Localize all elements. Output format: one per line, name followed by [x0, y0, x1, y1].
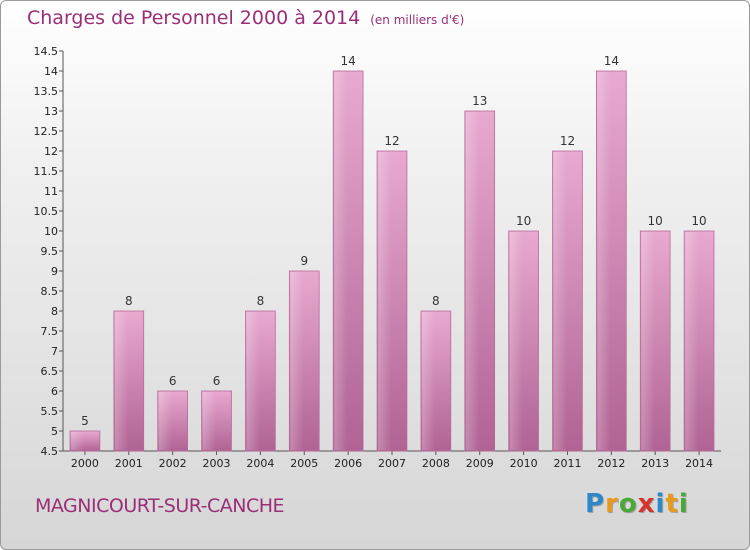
value-label-2012: 14 [604, 54, 619, 68]
y-tick-label: 4.5 [41, 445, 59, 458]
chart-title-text: Charges de Personnel 2000 à 2014 [27, 7, 361, 29]
value-label-2013: 10 [648, 214, 663, 228]
bar-highlight-2007 [378, 152, 392, 450]
chart-bars [69, 70, 715, 452]
y-tick-label: 12.5 [34, 125, 59, 138]
y-tick-label: 5.5 [41, 405, 59, 418]
x-tick-label-2008: 2008 [422, 457, 450, 470]
x-tick-label-2013: 2013 [641, 457, 669, 470]
x-tick-label-2002: 2002 [159, 457, 187, 470]
x-tick-label-2007: 2007 [378, 457, 406, 470]
x-tick-label-2010: 2010 [510, 457, 538, 470]
bar-highlight-2012 [597, 72, 611, 450]
bar-highlight-2002 [158, 392, 173, 450]
y-tick-label: 13 [44, 105, 58, 118]
bar-highlight-2000 [71, 432, 85, 450]
x-tick-label-2012: 2012 [597, 457, 625, 470]
bar-highlight-2010 [509, 232, 524, 450]
proxiti-logo: Proxiti [585, 489, 689, 519]
y-tick-label: 11.5 [34, 165, 59, 178]
y-tick-label: 5 [51, 425, 58, 438]
value-label-2006: 14 [340, 54, 355, 68]
y-tick-label: 8 [51, 305, 58, 318]
x-tick-label-2011: 2011 [553, 457, 581, 470]
y-tick-label: 7.5 [41, 325, 59, 338]
y-tick-label: 14 [44, 65, 58, 78]
bar-highlight-2004 [246, 312, 260, 450]
value-label-2001: 8 [125, 294, 133, 308]
x-tick-label-2006: 2006 [334, 457, 362, 470]
y-tick-label: 9 [51, 265, 58, 278]
value-label-2014: 10 [691, 214, 706, 228]
bar-highlight-2001 [114, 312, 129, 450]
bar-highlight-2003 [202, 392, 217, 450]
x-tick-label-2014: 2014 [685, 457, 713, 470]
chart-title: Charges de Personnel 2000 à 2014 (en mill… [27, 7, 464, 29]
value-label-2004: 8 [257, 294, 265, 308]
value-label-2011: 12 [560, 134, 575, 148]
x-tick-label-2003: 2003 [203, 457, 231, 470]
value-label-2007: 12 [384, 134, 399, 148]
logo-letter: P [585, 489, 606, 519]
y-tick-label: 9.5 [41, 245, 59, 258]
bar-highlight-2008 [421, 312, 436, 450]
y-tick-label: 8.5 [41, 285, 59, 298]
logo-letter: i [678, 489, 689, 519]
logo-letter: x [637, 489, 656, 519]
bar-highlight-2011 [553, 152, 567, 450]
value-label-2000: 5 [81, 414, 89, 428]
value-label-2009: 13 [472, 94, 487, 108]
x-tick-label-2000: 2000 [71, 457, 99, 470]
logo-letter: t [665, 489, 679, 519]
logo-letter: o [618, 489, 638, 519]
bar-highlight-2014 [685, 232, 699, 450]
y-tick-label: 14.5 [34, 45, 59, 58]
y-tick-label: 11 [44, 185, 58, 198]
bar-highlight-2005 [290, 272, 304, 450]
x-tick-label-2001: 2001 [115, 457, 143, 470]
logo-letter: r [605, 489, 619, 519]
bar-highlight-2009 [465, 112, 480, 450]
value-label-2008: 8 [432, 294, 440, 308]
value-label-2002: 6 [169, 374, 177, 388]
y-tick-label: 6.5 [41, 365, 59, 378]
logo-letter: i [655, 489, 666, 519]
y-tick-label: 7 [51, 345, 58, 358]
x-tick-label-2004: 2004 [246, 457, 274, 470]
value-label-2005: 9 [300, 254, 308, 268]
y-tick-label: 13.5 [34, 85, 59, 98]
y-tick-label: 12 [44, 145, 58, 158]
bar-highlight-2013 [641, 232, 655, 450]
y-tick-label: 6 [51, 385, 58, 398]
x-tick-label-2009: 2009 [466, 457, 494, 470]
commune-name: MAGNICOURT-SUR-CANCHE [35, 495, 285, 517]
y-tick-label: 10.5 [34, 205, 59, 218]
y-tick-label: 10 [44, 225, 58, 238]
bar-highlight-2006 [334, 72, 348, 450]
value-label-2010: 10 [516, 214, 531, 228]
x-tick-label-2005: 2005 [290, 457, 318, 470]
value-label-2003: 6 [213, 374, 221, 388]
chart-labels: 5 2000 8 2001 6 2002 6 2003 8 2004 9 2005 14 2006 12 20… [71, 54, 713, 470]
chart-subtitle: (en milliers d'€) [370, 13, 465, 27]
